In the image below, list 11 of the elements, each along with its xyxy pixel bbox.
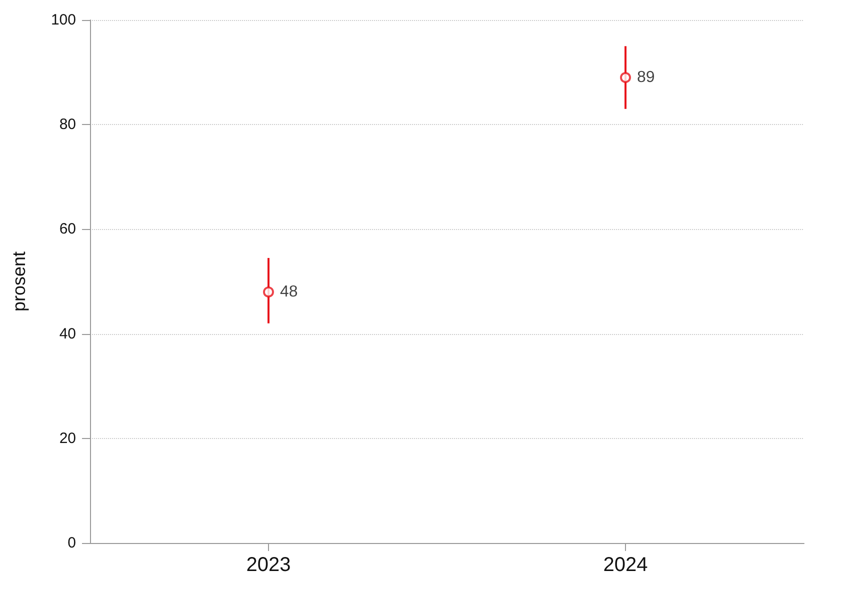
- y-tick-label: 20: [59, 430, 76, 447]
- y-tick-label: 80: [59, 116, 76, 134]
- x-tick-label: 2023: [246, 554, 291, 576]
- y-tick-label: 0: [68, 534, 76, 552]
- y-tick-label: 40: [59, 325, 76, 342]
- y-tick-label: 60: [59, 220, 76, 238]
- data-label: 89: [637, 69, 655, 86]
- data-label: 48: [280, 283, 298, 300]
- y-axis-title: prosent: [9, 251, 29, 312]
- y-tick-label: 100: [50, 12, 76, 28]
- x-tick-label: 2024: [603, 554, 648, 576]
